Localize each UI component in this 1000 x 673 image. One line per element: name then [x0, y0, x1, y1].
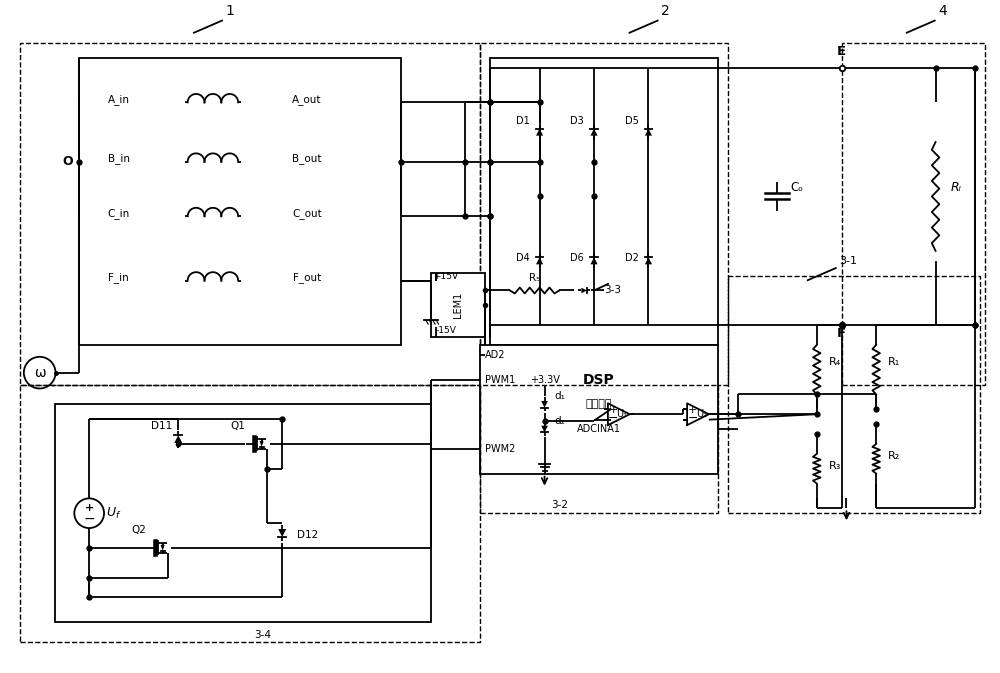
Text: D3: D3	[570, 116, 584, 126]
Text: R₁: R₁	[888, 357, 900, 367]
Text: C_out: C_out	[292, 208, 322, 219]
Text: ω: ω	[34, 365, 45, 380]
Polygon shape	[260, 441, 264, 447]
Text: F_in: F_in	[108, 272, 129, 283]
Polygon shape	[645, 129, 652, 136]
Text: C_in: C_in	[108, 208, 130, 219]
Text: −: −	[608, 412, 619, 425]
Polygon shape	[536, 129, 543, 136]
Text: ADCINA1: ADCINA1	[577, 424, 621, 434]
Text: +3.3V: +3.3V	[530, 375, 559, 384]
Bar	[480, 384, 718, 513]
Text: 1: 1	[226, 4, 235, 18]
Text: 3-2: 3-2	[551, 500, 568, 510]
Text: D1: D1	[516, 116, 530, 126]
Text: R₃: R₃	[829, 461, 841, 470]
Text: D4: D4	[516, 253, 530, 262]
Polygon shape	[536, 257, 543, 264]
Text: 2: 2	[661, 4, 670, 18]
Text: B_in: B_in	[108, 153, 130, 164]
Text: A_out: A_out	[292, 94, 322, 105]
Polygon shape	[687, 403, 709, 425]
Polygon shape	[278, 529, 286, 537]
Text: B_out: B_out	[292, 153, 322, 164]
Text: R₂: R₂	[888, 451, 900, 461]
Text: +15V: +15V	[433, 272, 458, 281]
Polygon shape	[161, 545, 165, 551]
Text: 3-1: 3-1	[840, 256, 858, 266]
Bar	[728, 276, 980, 513]
Bar	[480, 43, 728, 384]
Text: 微处理器: 微处理器	[586, 399, 612, 409]
Bar	[20, 384, 480, 642]
Text: +: +	[609, 405, 618, 415]
Text: F: F	[837, 327, 846, 340]
Text: D12: D12	[297, 530, 318, 540]
Text: R₄: R₄	[829, 357, 841, 367]
Bar	[20, 43, 480, 384]
Bar	[480, 345, 718, 474]
Text: AD2: AD2	[485, 350, 506, 360]
Text: DSP: DSP	[583, 373, 615, 386]
Text: Q1: Q1	[230, 421, 245, 431]
Polygon shape	[608, 403, 630, 425]
Text: D2: D2	[625, 253, 639, 262]
Text: F_out: F_out	[293, 272, 321, 283]
Text: PWM1: PWM1	[485, 375, 515, 384]
Polygon shape	[590, 129, 598, 136]
Text: D5: D5	[625, 116, 639, 126]
Text: +: +	[688, 405, 697, 415]
Text: −: −	[687, 412, 698, 425]
Text: 3-3: 3-3	[604, 285, 621, 295]
Polygon shape	[541, 401, 548, 408]
Bar	[490, 58, 718, 345]
Text: 4: 4	[939, 4, 947, 18]
Text: Rₗ: Rₗ	[950, 182, 961, 194]
Text: O: O	[62, 155, 73, 168]
Bar	[431, 273, 485, 337]
Bar	[79, 58, 401, 345]
Bar	[842, 43, 985, 384]
Polygon shape	[174, 435, 182, 443]
Text: A_in: A_in	[108, 94, 130, 105]
Text: E: E	[837, 45, 846, 58]
Bar	[55, 404, 431, 622]
Text: d₁: d₁	[554, 392, 565, 401]
Polygon shape	[645, 257, 652, 264]
Text: D11: D11	[151, 421, 172, 431]
Text: 3-4: 3-4	[254, 630, 271, 640]
Polygon shape	[581, 288, 587, 293]
Text: D6: D6	[570, 253, 584, 262]
Text: LEM1: LEM1	[453, 292, 463, 318]
Text: +: +	[85, 503, 94, 513]
Text: -15V: -15V	[435, 326, 456, 335]
Polygon shape	[541, 426, 548, 433]
Text: Cₒ: Cₒ	[790, 182, 803, 194]
Text: d₂: d₂	[554, 416, 565, 426]
Text: U₁: U₁	[617, 409, 628, 419]
Text: U₂: U₂	[696, 409, 707, 419]
Text: Q2: Q2	[131, 525, 146, 535]
Text: PWM2: PWM2	[485, 444, 516, 454]
Text: $U_f$: $U_f$	[106, 505, 121, 521]
Text: R₅: R₅	[529, 273, 540, 283]
Text: −: −	[83, 512, 95, 526]
Polygon shape	[590, 257, 598, 264]
